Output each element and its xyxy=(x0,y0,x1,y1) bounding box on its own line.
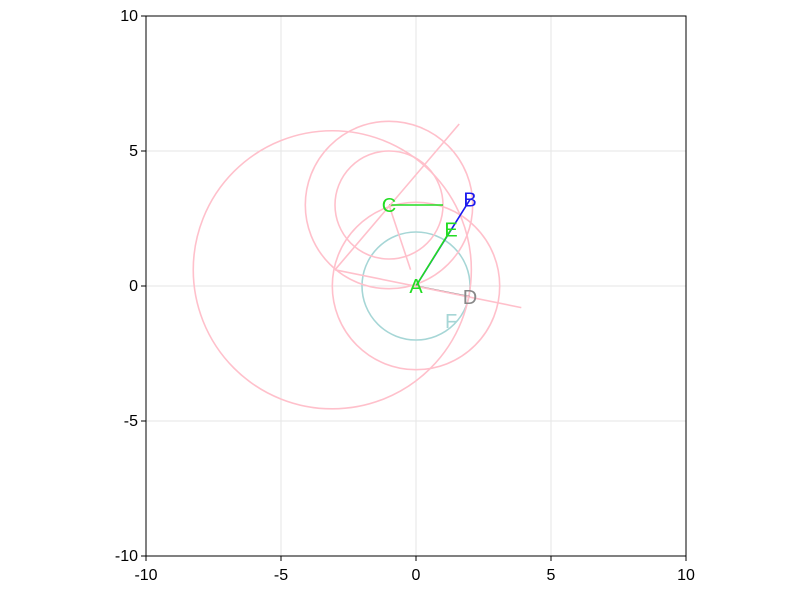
y-tick-label: 10 xyxy=(120,8,138,25)
y-tick-label: -5 xyxy=(124,413,138,430)
x-tick-label: -10 xyxy=(134,567,157,584)
construction-segment xyxy=(388,204,412,271)
point-label-b: B xyxy=(463,190,476,212)
y-tick-label: 5 xyxy=(129,143,138,160)
point-label-a: A xyxy=(409,276,423,298)
ticks: -10 -5 0 5 10 -10 -5 0 5 10 xyxy=(115,8,695,584)
x-tick-label: 10 xyxy=(677,567,695,584)
construction-circle xyxy=(192,129,473,410)
point-label-e: E xyxy=(444,219,457,241)
construction-segment xyxy=(334,269,522,309)
point-label-d: D xyxy=(463,287,477,309)
x-tick-label: 0 xyxy=(412,567,421,584)
x-tick-label: -5 xyxy=(274,567,288,584)
y-tick-label: 0 xyxy=(129,278,138,295)
x-tick-label: 5 xyxy=(547,567,556,584)
construction-shapes xyxy=(192,120,522,410)
point-label-c: C xyxy=(382,195,396,217)
construction-segment xyxy=(334,123,460,271)
construction-segment xyxy=(415,228,452,287)
construction-circle xyxy=(331,201,501,371)
point-label-f: F xyxy=(445,311,457,333)
construction-circle xyxy=(304,120,474,290)
point-labels: A B C D E F xyxy=(382,190,477,334)
y-tick-label: -10 xyxy=(115,548,138,565)
